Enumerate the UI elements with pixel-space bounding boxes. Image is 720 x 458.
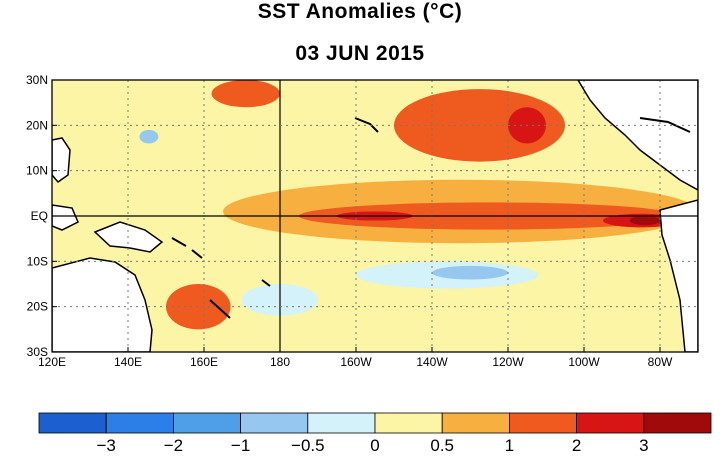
colorbar-label: −1 bbox=[231, 436, 250, 455]
colorbar-bin bbox=[643, 412, 712, 434]
land-fiji bbox=[261, 279, 271, 287]
land-new-caledonia bbox=[209, 299, 231, 319]
colorbar-bin bbox=[508, 412, 577, 434]
axes: 120E 140E 160E 180 160W 140W 120W 100W 80W 30N 20N… bbox=[26, 73, 673, 369]
land-solomon-islands bbox=[171, 237, 203, 259]
colorbar-bin bbox=[307, 412, 376, 434]
y-tick-label: 10N bbox=[26, 164, 48, 178]
y-tick-label: EQ bbox=[31, 209, 48, 223]
x-tick-label: 120E bbox=[38, 355, 66, 369]
x-tick-label: 120W bbox=[492, 355, 524, 369]
anomaly-nw-pacific-warm bbox=[211, 80, 280, 108]
x-tick-label: 140E bbox=[114, 355, 142, 369]
land-central-america bbox=[577, 80, 698, 191]
x-tick-label: 100W bbox=[568, 355, 600, 369]
colorbar-bin bbox=[576, 412, 645, 434]
land-cuba bbox=[639, 117, 691, 133]
y-tick-label: 10S bbox=[27, 254, 48, 268]
y-tick-label: 20N bbox=[26, 118, 48, 132]
x-tick-label: 160W bbox=[340, 355, 372, 369]
colorbar-label: 2 bbox=[572, 436, 581, 455]
chart-title: SST Anomalies (°C) bbox=[257, 0, 463, 23]
colorbar: −3 −2 −1 −0.5 0 0.5 1 2 3 bbox=[38, 412, 712, 455]
land-philippines bbox=[52, 137, 71, 184]
colorbar-bin bbox=[38, 412, 107, 434]
colorbar-label: −0.5 bbox=[291, 436, 325, 455]
y-tick-label: 30S bbox=[27, 345, 48, 359]
anomaly-north-central-cool bbox=[139, 129, 159, 144]
colorbar-label: −3 bbox=[97, 436, 116, 455]
gridlines bbox=[52, 80, 698, 352]
y-tick-label: 30N bbox=[26, 73, 48, 87]
x-tick-label: 140W bbox=[416, 355, 448, 369]
colorbar-label: 3 bbox=[639, 436, 648, 455]
land-hawaii bbox=[354, 117, 379, 133]
colorbar-bin bbox=[240, 412, 309, 434]
colorbar-label: 0 bbox=[370, 436, 379, 455]
colorbar-bin bbox=[374, 412, 443, 434]
x-tick-label: 80W bbox=[648, 355, 673, 369]
colorbar-label: 0.5 bbox=[430, 436, 454, 455]
x-tick-label: 180 bbox=[270, 355, 290, 369]
map-frame bbox=[51, 79, 699, 353]
land-south-america bbox=[659, 199, 698, 352]
anomaly-central-south-cool-2 bbox=[432, 265, 508, 280]
colorbar-label: −2 bbox=[164, 436, 183, 455]
colorbar-bin bbox=[105, 412, 174, 434]
colorbar-label: 1 bbox=[505, 436, 514, 455]
chart-date-subtitle: 03 JUN 2015 bbox=[295, 42, 425, 65]
anomaly-sw-pacific-warm bbox=[166, 284, 231, 330]
land-borneo bbox=[52, 204, 79, 231]
land-australia bbox=[52, 257, 153, 352]
colorbar-bin bbox=[172, 412, 241, 434]
x-tick-label: 160E bbox=[190, 355, 218, 369]
anomaly-equatorial-peak-core bbox=[629, 216, 660, 226]
y-tick-label: 20S bbox=[27, 300, 48, 314]
colorbar-bin bbox=[441, 412, 510, 434]
